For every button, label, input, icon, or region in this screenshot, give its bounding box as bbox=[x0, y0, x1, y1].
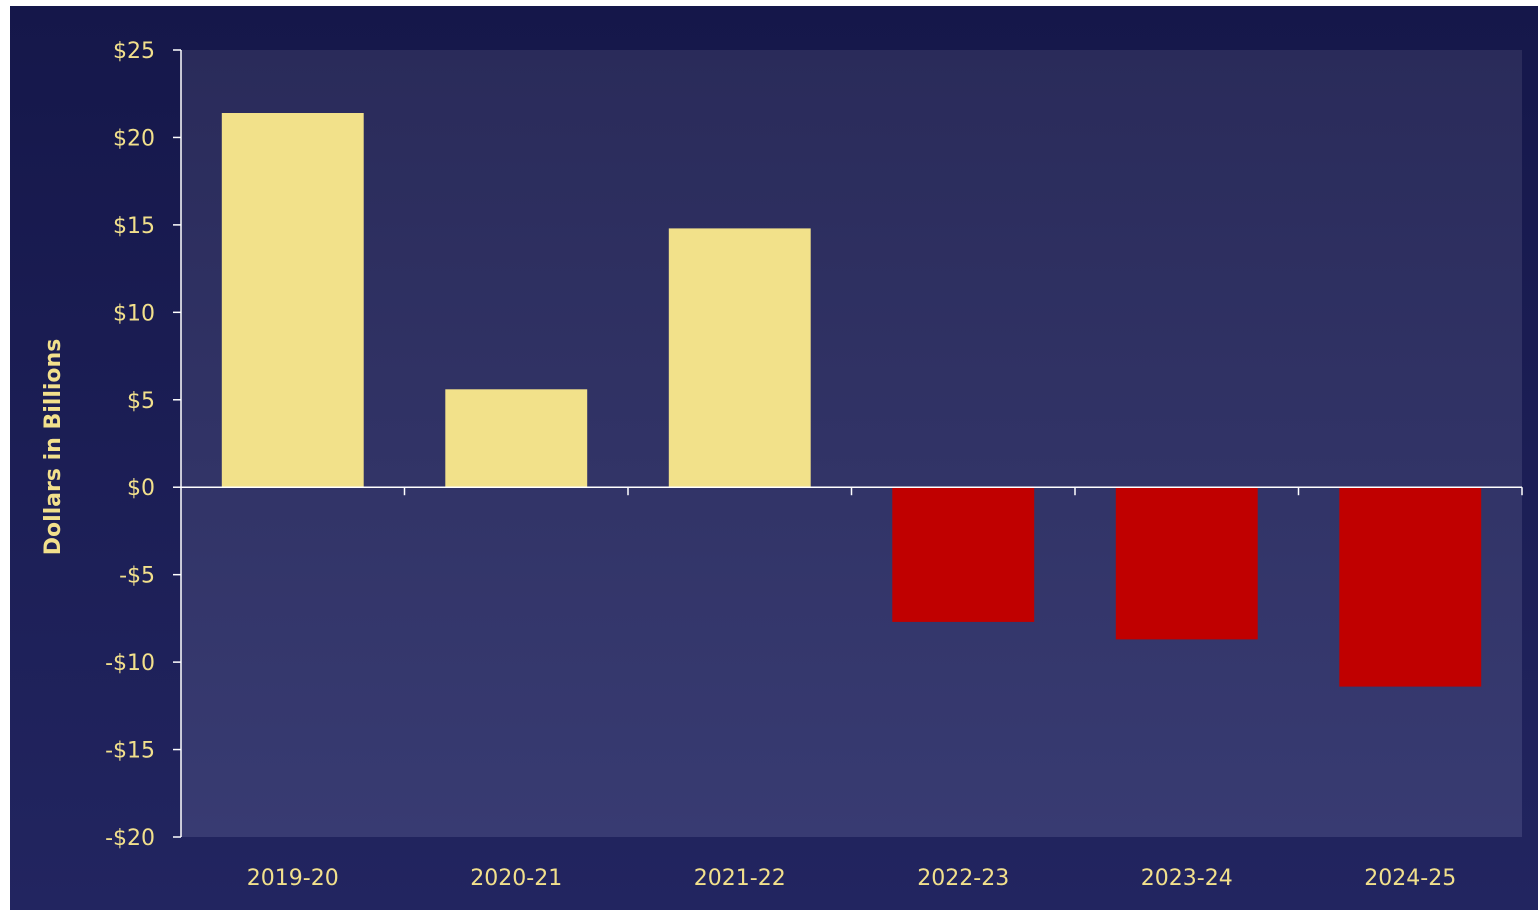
bars-layer bbox=[221, 113, 1482, 687]
y-tick-label: $25 bbox=[113, 39, 155, 64]
y-tick-label: -$5 bbox=[119, 564, 155, 589]
x-category-label: 2019-20 bbox=[247, 866, 339, 891]
y-axis-title: Dollars in Billions bbox=[41, 339, 66, 556]
y-tick-label: $5 bbox=[127, 389, 155, 414]
y-tick-label: $10 bbox=[113, 301, 155, 326]
bar-2020-21 bbox=[445, 389, 588, 488]
x-category-label: 2021-22 bbox=[694, 866, 786, 891]
y-tick-label: -$10 bbox=[105, 651, 155, 676]
x-category-label: 2022-23 bbox=[917, 866, 1009, 891]
labels-layer: $25 $20 $15 $10 $5 $0 -$5 -$10 -$15 -$20 2019-20 20… bbox=[105, 39, 1456, 891]
x-category-label: 2024-25 bbox=[1364, 866, 1456, 891]
bar-2021-22 bbox=[668, 228, 811, 488]
y-tick-label: -$15 bbox=[105, 739, 155, 764]
bar-2022-23 bbox=[892, 487, 1035, 622]
x-category-label: 2020-21 bbox=[470, 866, 562, 891]
y-tick-label: -$20 bbox=[105, 826, 155, 851]
y-tick-label: $20 bbox=[113, 126, 155, 151]
y-tick-label: $15 bbox=[113, 214, 155, 239]
axes-layer bbox=[173, 49, 1523, 838]
bar-2019-20 bbox=[221, 113, 364, 488]
x-category-label: 2023-24 bbox=[1141, 866, 1233, 891]
bar-2024-25 bbox=[1339, 487, 1482, 687]
y-tick-label: $0 bbox=[127, 476, 155, 501]
bar-2023-24 bbox=[1115, 487, 1258, 640]
plot-area bbox=[181, 50, 1522, 837]
